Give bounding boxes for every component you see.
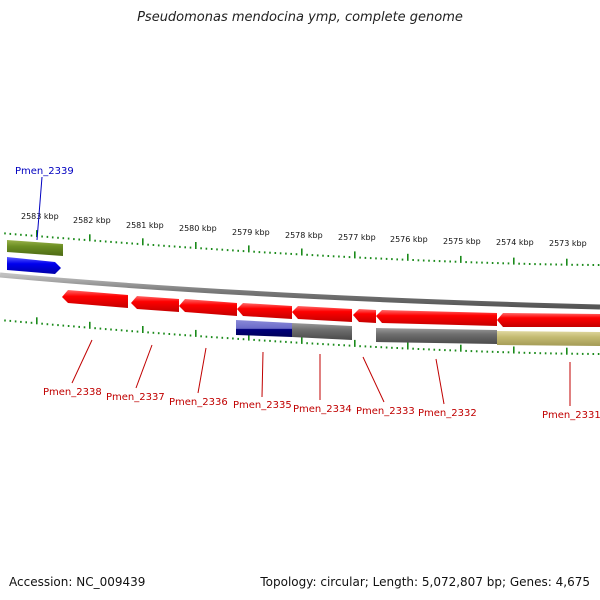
leader-line-pmen-2337 xyxy=(135,344,153,389)
gene-pmen-2336[interactable] xyxy=(179,299,237,316)
leader-line-pmen-2335 xyxy=(261,351,264,398)
genome-title: Pseudomonas mendocina ymp, complete geno… xyxy=(137,10,463,25)
leader-line-pmen-2333 xyxy=(362,356,385,403)
gene-label-pmen-2332[interactable]: Pmen_2332 xyxy=(418,408,477,419)
leader-line-pmen-2338 xyxy=(71,339,93,384)
scale-label: 2576 kbp xyxy=(390,235,428,244)
genome-backbone xyxy=(0,272,600,310)
leader-line-pmen-2339 xyxy=(36,176,43,241)
scale-label: 2580 kbp xyxy=(179,224,217,233)
scale-label: 2582 kbp xyxy=(73,216,111,225)
gene-pmen-2333[interactable] xyxy=(353,309,376,323)
gene-label-pmen-2337[interactable]: Pmen_2337 xyxy=(106,392,165,403)
gene-pmen-2335[interactable] xyxy=(237,303,292,319)
gene-pmen-2334[interactable] xyxy=(292,306,352,322)
gene-pmen-2339[interactable] xyxy=(7,257,61,274)
scale-label: 2575 kbp xyxy=(443,237,481,246)
gene-label-pmen-2339[interactable]: Pmen_2339 xyxy=(15,166,74,177)
scale-label: 2578 kbp xyxy=(285,231,323,240)
scale-label: 2577 kbp xyxy=(338,233,376,242)
gene-pmen-2332[interactable] xyxy=(376,310,497,326)
label-leader-lines xyxy=(36,176,571,406)
feature-gray-b[interactable] xyxy=(376,328,497,344)
gene-label-pmen-2333[interactable]: Pmen_2333 xyxy=(356,406,415,417)
scale-label: 2583 kbp xyxy=(21,212,59,221)
feature-khaki[interactable] xyxy=(497,331,600,346)
scale-label: 2574 kbp xyxy=(496,238,534,247)
leader-line-pmen-2336 xyxy=(197,347,207,394)
scale-label: 2573 kbp xyxy=(549,239,587,248)
gene-label-pmen-2335[interactable]: Pmen_2335 xyxy=(233,400,292,411)
scale-label: 2581 kbp xyxy=(126,221,164,230)
feature-gray-a[interactable] xyxy=(292,323,352,340)
gene-label-pmen-2338[interactable]: Pmen_2338 xyxy=(43,387,102,398)
gene-pmen-2331[interactable] xyxy=(497,313,600,327)
gene-label-pmen-2331[interactable]: Pmen_2331 xyxy=(542,410,600,421)
scale-ticks-top xyxy=(4,230,600,266)
genome-summary-text: Topology: circular; Length: 5,072,807 bp… xyxy=(260,575,590,589)
accession-text: Accession: NC_009439 xyxy=(9,575,146,589)
gene-pmen-2338[interactable] xyxy=(62,290,128,308)
scale-labels: 2583 kbp 2582 kbp 2581 kbp 2580 kbp 2579… xyxy=(21,212,587,248)
feature-navy[interactable] xyxy=(236,320,292,337)
gene-pmen-2337[interactable] xyxy=(131,296,179,312)
scale-ticks-bottom xyxy=(4,317,600,355)
gene-label-pmen-2334[interactable]: Pmen_2334 xyxy=(293,404,352,415)
feature-olive-forward[interactable] xyxy=(7,240,63,256)
leader-line-pmen-2332 xyxy=(435,358,445,405)
gene-label-pmen-2336[interactable]: Pmen_2336 xyxy=(169,397,228,408)
scale-label: 2579 kbp xyxy=(232,228,270,237)
